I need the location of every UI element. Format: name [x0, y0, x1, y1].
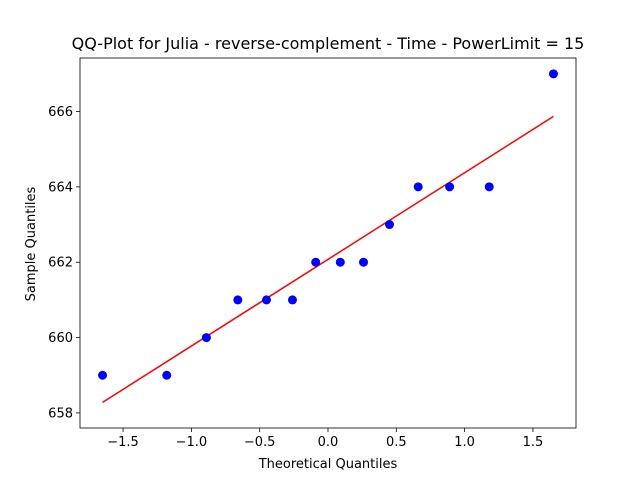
data-point: [287, 295, 297, 305]
data-point: [445, 182, 455, 192]
data-point: [548, 69, 558, 79]
x-tick-label: 0.5: [386, 435, 407, 450]
y-tick-label: 662: [48, 256, 73, 271]
data-point: [98, 370, 108, 380]
x-tick-label: −1.5: [107, 435, 139, 450]
x-tick-label: 0.0: [318, 435, 339, 450]
y-tick-label: 666: [48, 105, 73, 120]
data-point: [384, 220, 394, 230]
data-point: [311, 257, 321, 267]
x-tick-label: −1.0: [176, 435, 208, 450]
x-tick-label: 1.0: [454, 435, 475, 450]
data-point: [162, 370, 172, 380]
y-tick-label: 660: [48, 331, 73, 346]
chart-title: QQ-Plot for Julia - reverse-complement -…: [72, 34, 585, 53]
data-point: [335, 257, 345, 267]
data-point: [484, 182, 494, 192]
y-tick-label: 658: [48, 406, 73, 421]
data-point: [233, 295, 243, 305]
data-point: [359, 257, 369, 267]
x-axis-label: Theoretical Quantiles: [258, 457, 398, 472]
data-point: [413, 182, 423, 192]
x-tick-label: 1.5: [523, 435, 544, 450]
data-point: [262, 295, 272, 305]
plot-frame: [79, 57, 577, 429]
y-tick-label: 664: [48, 180, 73, 195]
y-axis-label: Sample Quantiles: [24, 186, 39, 301]
x-tick-label: −0.5: [244, 435, 276, 450]
plot-area: −1.5 −1.0 −0.5 0.0 0.5 1.0 1.5 658 660 662 664 666: [48, 57, 577, 450]
data-point: [201, 333, 211, 343]
fit-line: [102, 115, 554, 404]
